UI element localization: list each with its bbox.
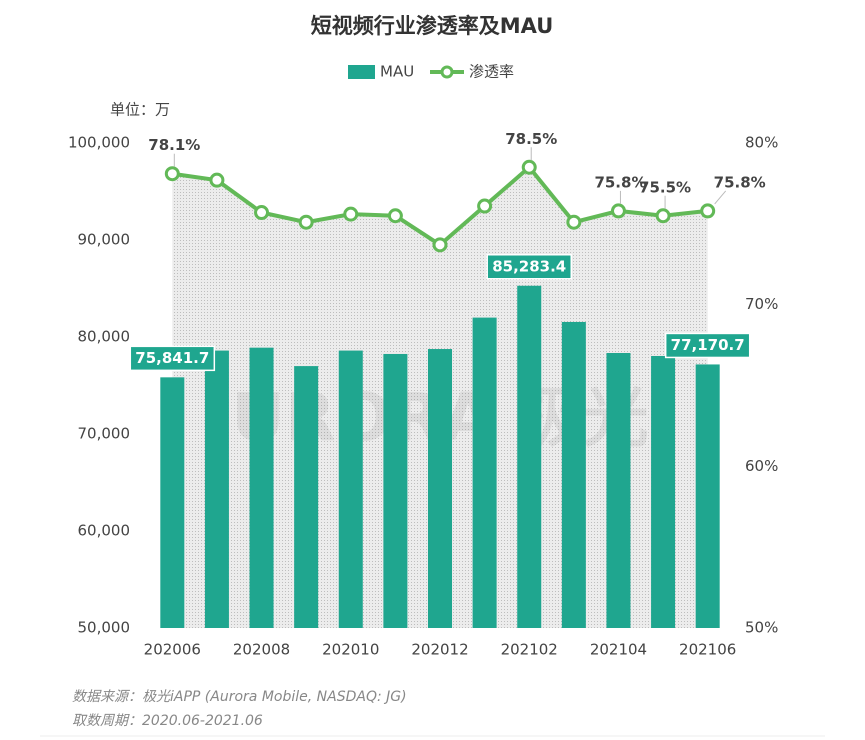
data-label: 75,841.7 (135, 349, 209, 367)
line-marker (521, 159, 537, 175)
legend-marker (440, 65, 454, 79)
line-marker (254, 205, 270, 221)
bar (249, 347, 274, 628)
y2-tick-label: 60% (745, 457, 778, 475)
bar (160, 377, 185, 628)
bar (428, 349, 452, 628)
source-note: 数据来源：极光iAPP (Aurora Mobile, NASDAQ: JG) (72, 689, 407, 705)
x-tick-label: 202106 (679, 641, 736, 659)
bar (695, 364, 720, 628)
data-label-box: 75,841.7 (129, 345, 216, 372)
data-label-box: 85,283.4 (486, 254, 572, 280)
bar (517, 285, 542, 628)
line-marker (432, 237, 448, 253)
data-label: 78.1% (148, 136, 200, 154)
line-marker (343, 206, 359, 222)
line-marker (477, 198, 493, 214)
line-marker (610, 203, 626, 219)
bar (294, 366, 319, 628)
x-tick-label: 202008 (233, 641, 290, 659)
chart-title: 短视频行业渗透率及MAU (311, 14, 554, 38)
label-bg (129, 345, 216, 372)
data-label: 78.5% (505, 130, 557, 148)
legend-label: 渗透率 (469, 63, 514, 81)
label-bg (486, 254, 572, 280)
bar (338, 350, 363, 628)
line-marker (655, 208, 671, 224)
y-tick-label: 50,000 (78, 619, 131, 637)
x-tick-label: 202102 (501, 641, 558, 659)
bar (383, 353, 408, 628)
y-tick-label: 60,000 (78, 522, 131, 540)
line-marker (209, 172, 225, 188)
bar (472, 317, 497, 628)
period-note: 取数周期：2020.06-2021.06 (72, 713, 263, 729)
data-label: 77,170.7 (671, 336, 745, 354)
data-label: 75.5% (639, 178, 691, 196)
bar (651, 356, 676, 628)
label-leader (714, 190, 727, 205)
y2-tick-label: 80% (745, 134, 778, 152)
y2-tick-label: 50% (745, 619, 778, 637)
bar (204, 350, 229, 628)
x-tick-label: 202012 (411, 641, 468, 659)
line-marker (700, 203, 716, 219)
legend-swatch (348, 65, 375, 79)
bar (561, 321, 586, 628)
data-label: 75.8% (594, 173, 646, 191)
y-tick-label: 70,000 (78, 425, 131, 443)
data-label: 75.8% (714, 173, 766, 191)
unit-label: 单位：万 (110, 101, 170, 119)
x-tick-label: 202104 (590, 641, 647, 659)
x-tick-label: 202010 (322, 641, 379, 659)
line-marker (164, 166, 180, 182)
line-marker (566, 214, 582, 230)
y2-tick-label: 70% (745, 295, 778, 313)
data-label: 85,283.4 (492, 257, 566, 275)
x-tick-label: 202006 (144, 641, 201, 659)
label-bg (664, 332, 751, 359)
bar (606, 353, 631, 628)
y-tick-label: 90,000 (78, 231, 131, 249)
data-label-box: 77,170.7 (664, 332, 751, 359)
legend-label: MAU (380, 63, 414, 81)
legend: MAU 渗透率 (348, 63, 514, 81)
line-marker (387, 208, 403, 224)
line-marker (298, 214, 314, 230)
y-tick-label: 100,000 (68, 134, 130, 152)
y-tick-label: 80,000 (78, 328, 131, 346)
